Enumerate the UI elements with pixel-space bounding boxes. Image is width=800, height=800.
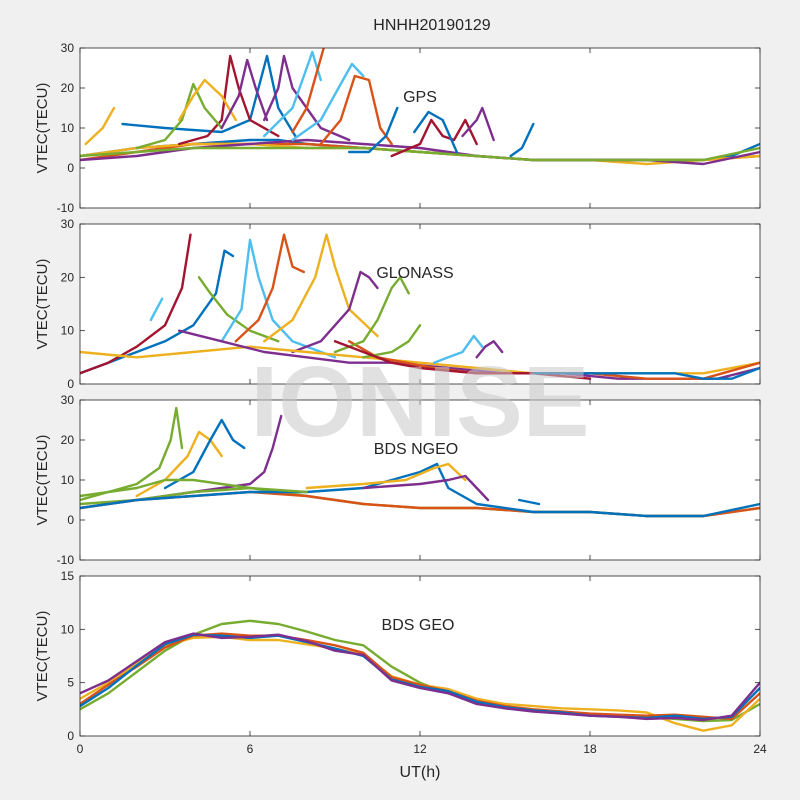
series-line-8 bbox=[305, 462, 467, 490]
series-line-11 bbox=[333, 276, 410, 354]
series-line-5 bbox=[80, 146, 760, 162]
series-line-10 bbox=[80, 478, 308, 498]
series-line-2 bbox=[80, 233, 192, 375]
panel-label: BDS GEO bbox=[382, 617, 455, 634]
y-tick-label: -10 bbox=[57, 201, 75, 215]
y-tick-label: 30 bbox=[61, 41, 75, 55]
y-tick-label: 20 bbox=[61, 433, 75, 447]
watermark: IONISE bbox=[251, 346, 590, 458]
series-group bbox=[80, 233, 760, 380]
subplot-3: -10 0 10 20 30 VTEC(TECU) BDS NGEO bbox=[34, 393, 761, 567]
y-tick-label: 10 bbox=[61, 324, 75, 338]
series-group bbox=[80, 619, 760, 732]
series-line-2 bbox=[135, 430, 223, 498]
y-axis-label: VTEC(TECU) bbox=[34, 83, 51, 174]
series-line-21 bbox=[84, 106, 116, 146]
series-line-10 bbox=[220, 58, 269, 130]
subplot-2: 0 10 20 30 VTEC(TECU) GLONASS bbox=[34, 217, 761, 391]
series-line-14 bbox=[291, 62, 365, 142]
series-line-5 bbox=[234, 233, 305, 343]
y-tick-label: 10 bbox=[61, 622, 75, 636]
series-line-7 bbox=[291, 270, 379, 354]
series-group bbox=[80, 48, 760, 166]
series-line-7 bbox=[80, 462, 760, 518]
panel-label: GLONASS bbox=[376, 265, 453, 282]
figure-title: HNHH20190129 bbox=[373, 17, 491, 34]
y-tick-label: -10 bbox=[57, 553, 75, 567]
x-axis-label: UT(h) bbox=[400, 764, 441, 781]
series-line-13 bbox=[291, 48, 325, 134]
series-line-16 bbox=[348, 106, 399, 154]
plot-area bbox=[80, 224, 760, 384]
series-line-9 bbox=[362, 474, 490, 502]
series-line-15 bbox=[319, 74, 393, 146]
y-tick-label: 10 bbox=[61, 473, 75, 487]
y-tick-label: 30 bbox=[61, 217, 75, 231]
y-axis-label: VTEC(TECU) bbox=[34, 611, 51, 702]
x-tick-label: 0 bbox=[77, 742, 84, 756]
series-line-11 bbox=[518, 498, 541, 506]
series-line-17 bbox=[149, 297, 164, 322]
series-line-3 bbox=[163, 418, 246, 490]
y-tick-label: 20 bbox=[61, 270, 75, 284]
series-line-19 bbox=[461, 106, 495, 142]
y-tick-label: 30 bbox=[61, 393, 75, 407]
series-line-16 bbox=[532, 366, 760, 380]
y-tick-label: 5 bbox=[67, 676, 74, 690]
series-line-15 bbox=[475, 340, 504, 359]
x-tick-label: 12 bbox=[413, 742, 427, 756]
series-line-3 bbox=[197, 276, 280, 343]
series-line-4 bbox=[220, 238, 337, 359]
series-line-5 bbox=[80, 632, 760, 722]
y-tick-label: 0 bbox=[67, 377, 74, 391]
x-tick-label: 18 bbox=[583, 742, 597, 756]
series-line-8 bbox=[135, 82, 223, 150]
series-line-20 bbox=[509, 122, 535, 158]
y-tick-label: 15 bbox=[61, 569, 75, 583]
subplot-1: -10 0 10 20 30 VTEC(TECU) GPS bbox=[34, 41, 761, 215]
y-axis-label: VTEC(TECU) bbox=[34, 259, 51, 350]
y-tick-label: 10 bbox=[61, 121, 75, 135]
series-line-17 bbox=[390, 118, 478, 158]
panel-label: GPS bbox=[403, 89, 437, 106]
y-tick-label: 0 bbox=[67, 513, 74, 527]
x-tick-label: 6 bbox=[247, 742, 254, 756]
panel-label: BDS NGEO bbox=[374, 441, 458, 458]
series-line-11 bbox=[263, 54, 351, 142]
series-line-18 bbox=[413, 110, 458, 154]
series-group bbox=[80, 406, 760, 518]
x-tick-label: 24 bbox=[753, 742, 767, 756]
subplot-4: 0 5 10 15 0 6 12 18 24 VTEC(TECU) BDS GEO bbox=[34, 569, 767, 756]
series-line-9 bbox=[177, 78, 238, 122]
plot-area bbox=[80, 48, 760, 208]
y-tick-label: 0 bbox=[67, 161, 74, 175]
series-line-12 bbox=[263, 50, 322, 138]
y-axis-label: VTEC(TECU) bbox=[34, 435, 51, 526]
series-line-12 bbox=[362, 324, 422, 359]
plot-area bbox=[80, 576, 760, 736]
y-tick-label: 0 bbox=[67, 729, 74, 743]
y-tick-label: 20 bbox=[61, 81, 75, 95]
subplots: -10 0 10 20 30 VTEC(TECU) GPS 0 10 20 30 VTEC(TECU)… bbox=[34, 41, 767, 756]
series-line-7 bbox=[177, 54, 280, 146]
series-line-14 bbox=[433, 334, 484, 364]
